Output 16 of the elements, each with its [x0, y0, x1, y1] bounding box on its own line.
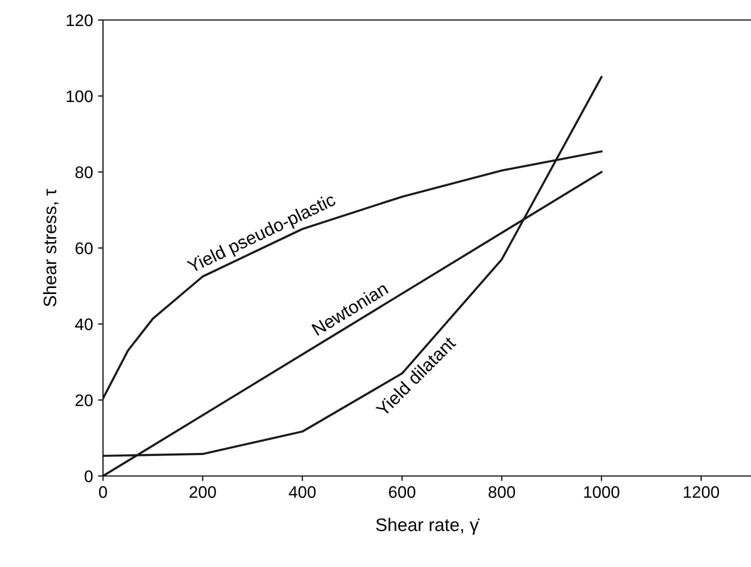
y-tick-label: 0 — [84, 470, 93, 482]
x-tick-label: 800 — [488, 486, 516, 498]
y-tick-label: 120 — [66, 14, 93, 26]
y-tick-label: 80 — [75, 166, 93, 178]
x-tick-label: 1000 — [584, 486, 620, 498]
y-tick-label: 60 — [76, 242, 93, 254]
y-axis-title: Shear stress, τ — [43, 188, 58, 306]
y-tick-label: 20 — [76, 394, 93, 406]
x-axis-title: Shear rate, γ̇ — [376, 518, 480, 535]
x-tick-label: 200 — [190, 486, 216, 498]
x-tick-label: 400 — [288, 486, 316, 498]
y-tick-label: 100 — [66, 90, 93, 102]
x-tick-label: 600 — [389, 486, 416, 498]
x-tick-label: 0 — [99, 486, 107, 498]
x-tick-label: 1200 — [684, 486, 720, 498]
y-tick-label: 40 — [75, 318, 93, 330]
